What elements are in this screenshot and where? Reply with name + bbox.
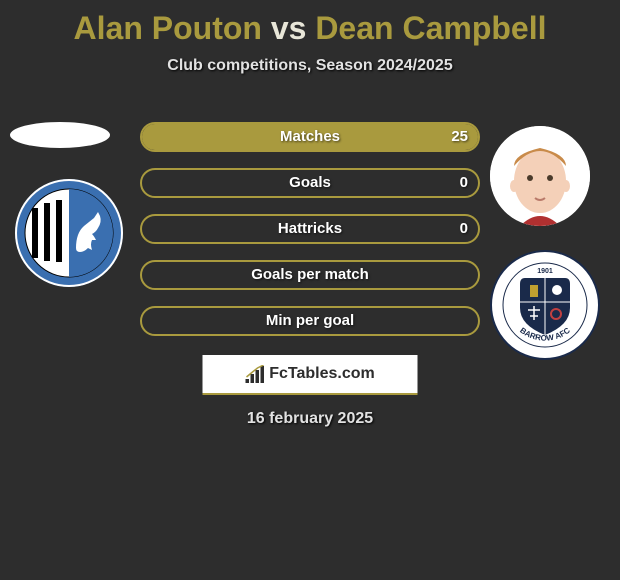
stat-row-goals-per-match: Goals per match (140, 260, 480, 290)
stat-row-matches: Matches 25 (140, 122, 480, 152)
player1-name: Alan Pouton (74, 10, 262, 46)
subtitle: Club competitions, Season 2024/2025 (0, 57, 620, 75)
stat-label: Hattricks (142, 216, 478, 242)
player1-club-crest (14, 178, 124, 288)
stat-label: Min per goal (142, 308, 478, 334)
branding-label: FcTables.com (269, 365, 375, 382)
player2-avatar (490, 126, 590, 226)
branding-text: FcTables.com (269, 365, 375, 383)
stat-label: Matches (142, 124, 478, 150)
page-title: Alan Pouton vs Dean Campbell (0, 0, 620, 47)
stat-label: Goals per match (142, 262, 478, 288)
branding-badge[interactable]: FcTables.com (203, 355, 418, 395)
stat-label: Goals (142, 170, 478, 196)
svg-text:1901: 1901 (537, 268, 553, 275)
stat-row-min-per-goal: Min per goal (140, 306, 480, 336)
stat-row-goals: Goals 0 (140, 168, 480, 198)
stats-panel: Matches 25 Goals 0 Hattricks 0 Goals per… (140, 122, 480, 352)
player2-club-crest: 1901 BARROW AFC (490, 250, 600, 360)
stat-value-right: 25 (451, 124, 468, 150)
stat-value-right: 0 (460, 216, 468, 242)
vs-text: vs (271, 10, 307, 46)
player1-avatar (10, 122, 110, 148)
stat-value-right: 0 (460, 170, 468, 196)
player2-name: Dean Campbell (315, 10, 546, 46)
bar-chart-icon (245, 365, 265, 383)
comparison-date: 16 february 2025 (0, 410, 620, 428)
stat-row-hattricks: Hattricks 0 (140, 214, 480, 244)
